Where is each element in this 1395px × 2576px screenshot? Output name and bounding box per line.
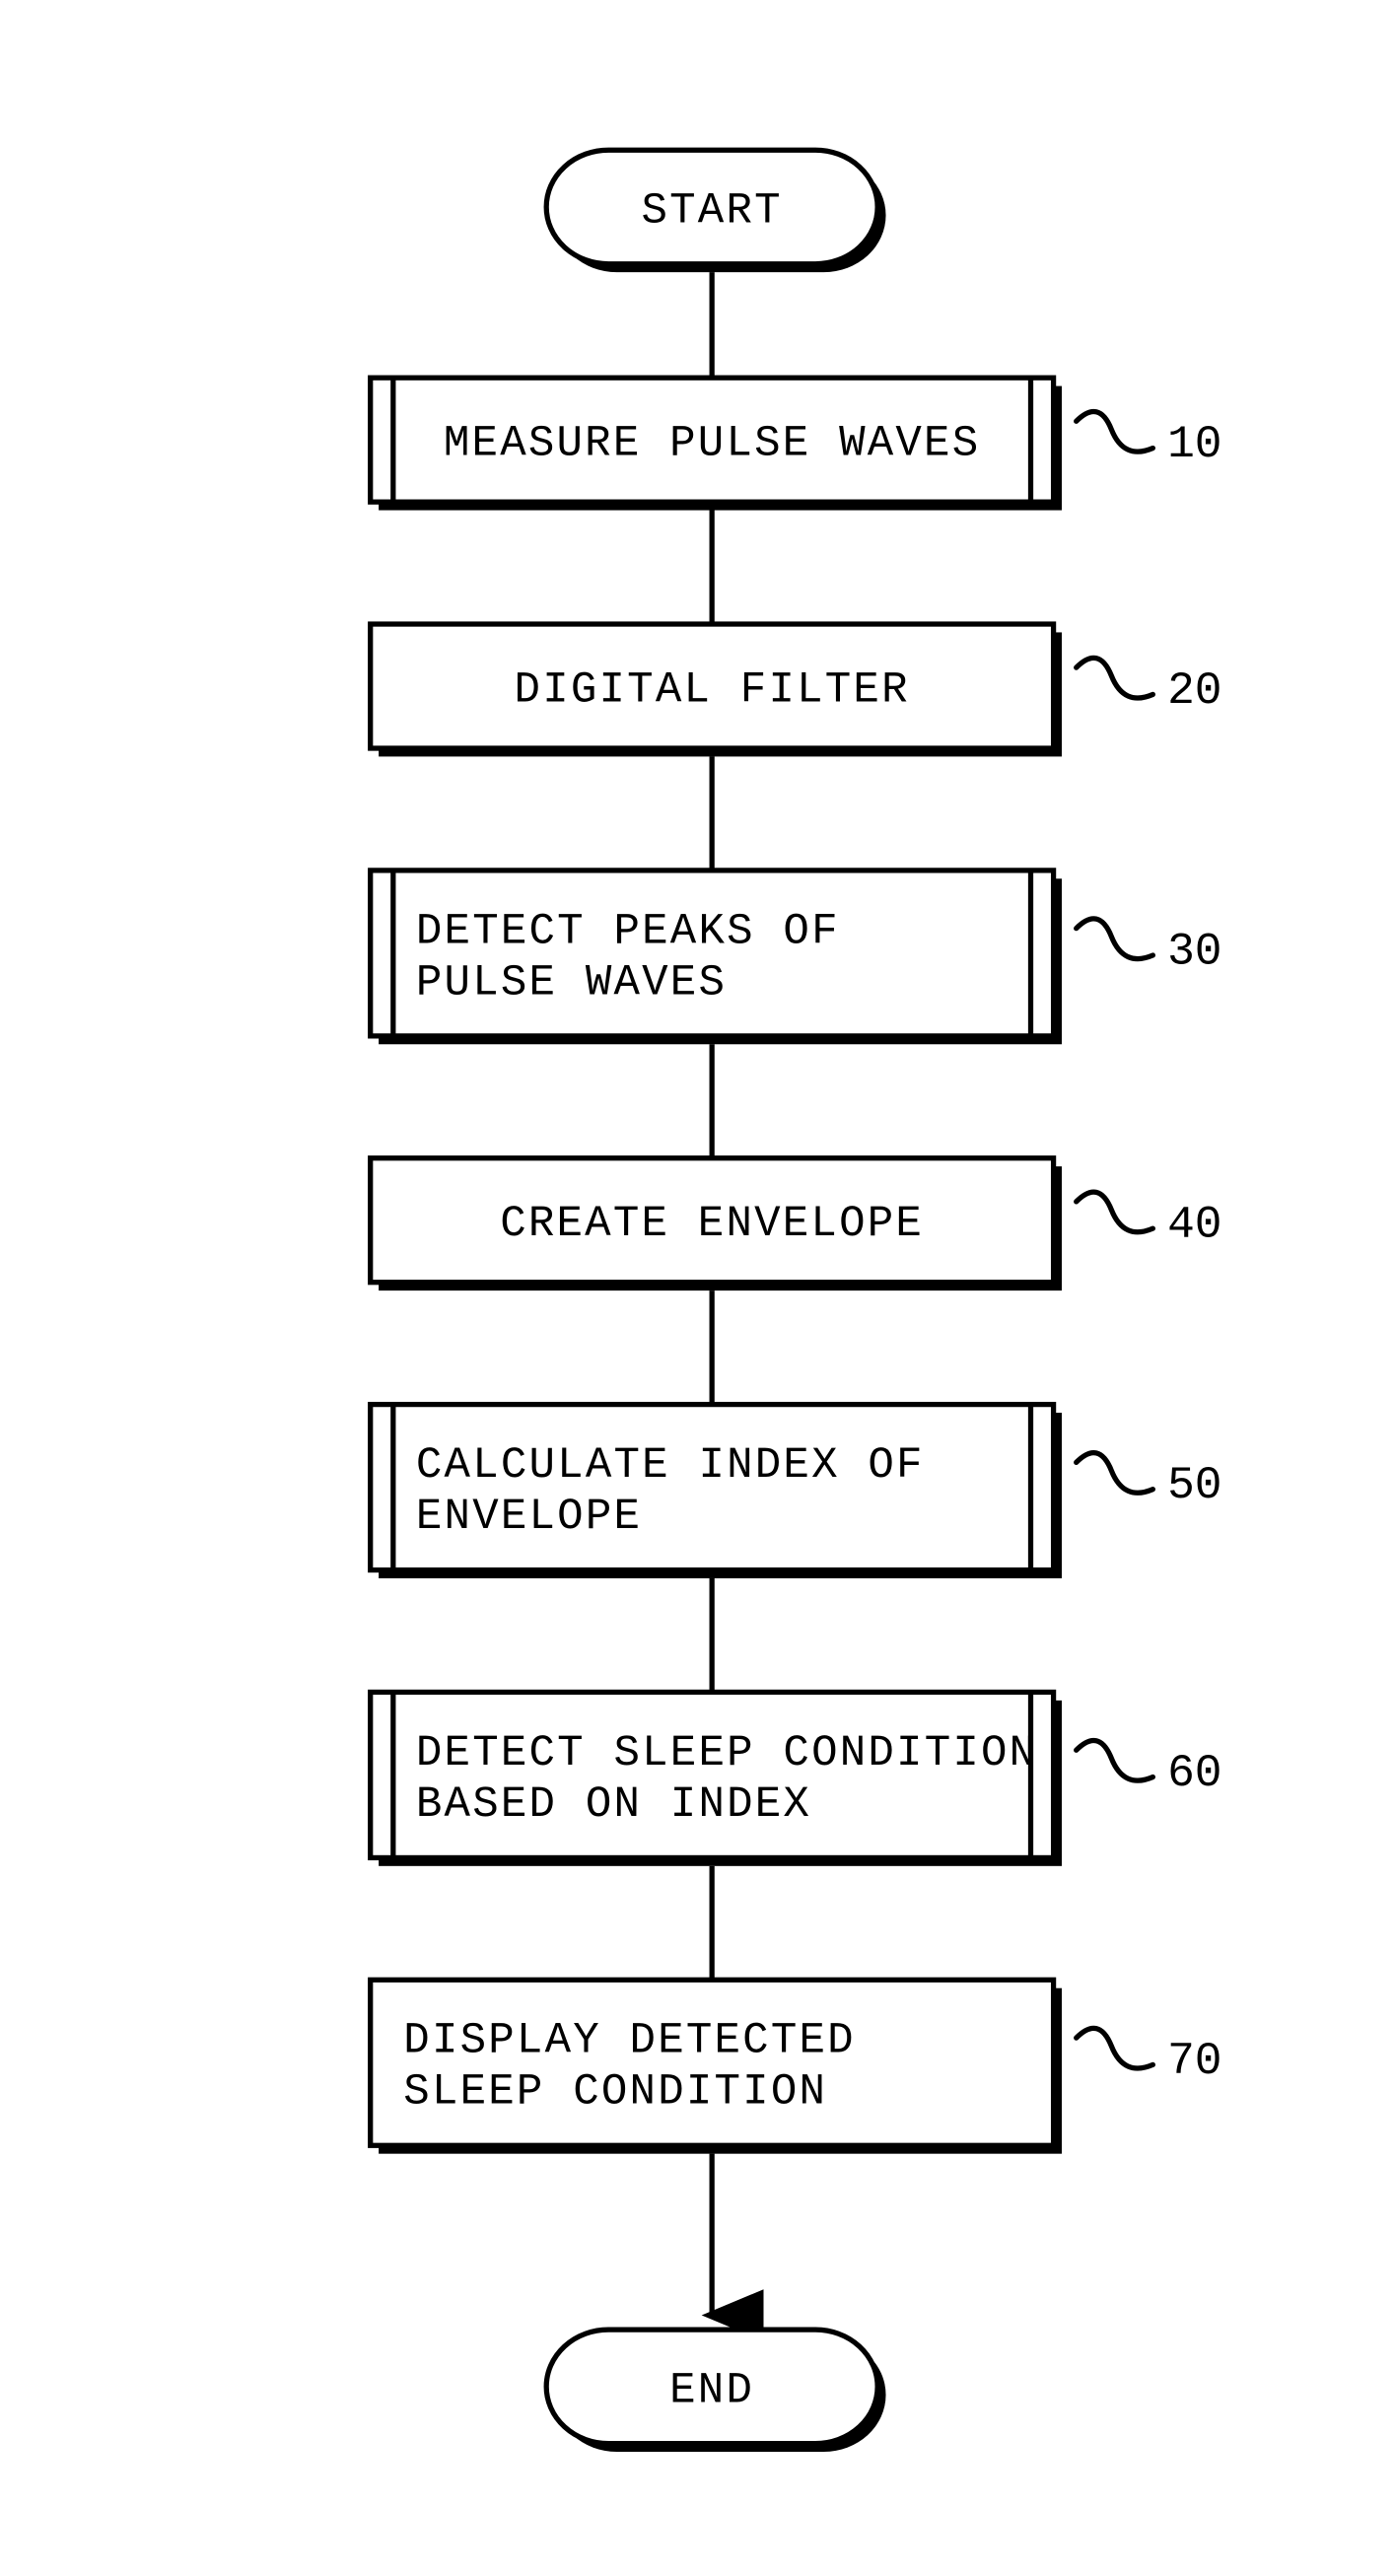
ref-label: 10 [1167,419,1221,470]
ref-connector [1077,2028,1153,2068]
ref-label: 60 [1167,1748,1221,1799]
flowchart-svg: START MEASURE PULSE WAVES 10 DIGITAL FILTER… [0,0,1395,2576]
step-label: MEASURE PULSE WAVES [444,420,980,469]
step-label: CALCULATE INDEX OF [416,1441,925,1491]
ref-connector [1077,919,1153,959]
ref-label: 20 [1167,665,1221,717]
step-label: DISPLAY DETECTED [403,2017,855,2066]
ref-connector [1077,1453,1153,1494]
ref-connector [1077,1740,1153,1780]
terminal-label: END [669,2366,754,2415]
step-label: SLEEP CONDITION [403,2068,827,2118]
step-label: DETECT SLEEP CONDITION [416,1729,1037,1778]
step-label: ENVELOPE [416,1493,642,1542]
ref-label: 70 [1167,2036,1221,2087]
step-label: BASED ON INDEX [416,1780,811,1830]
terminal-label: START [642,186,783,236]
ref-connector [1077,658,1153,698]
ref-label: 50 [1167,1460,1221,1511]
step-label: PULSE WAVES [416,958,727,1008]
ref-connector [1077,1192,1153,1232]
step-label: DIGITAL FILTER [515,665,910,715]
ref-label: 40 [1167,1200,1221,1251]
ref-label: 30 [1167,926,1221,977]
step-label: CREATE ENVELOPE [500,1200,924,1249]
ref-connector [1077,412,1153,453]
step-label: DETECT PEAKS OF [416,907,840,956]
